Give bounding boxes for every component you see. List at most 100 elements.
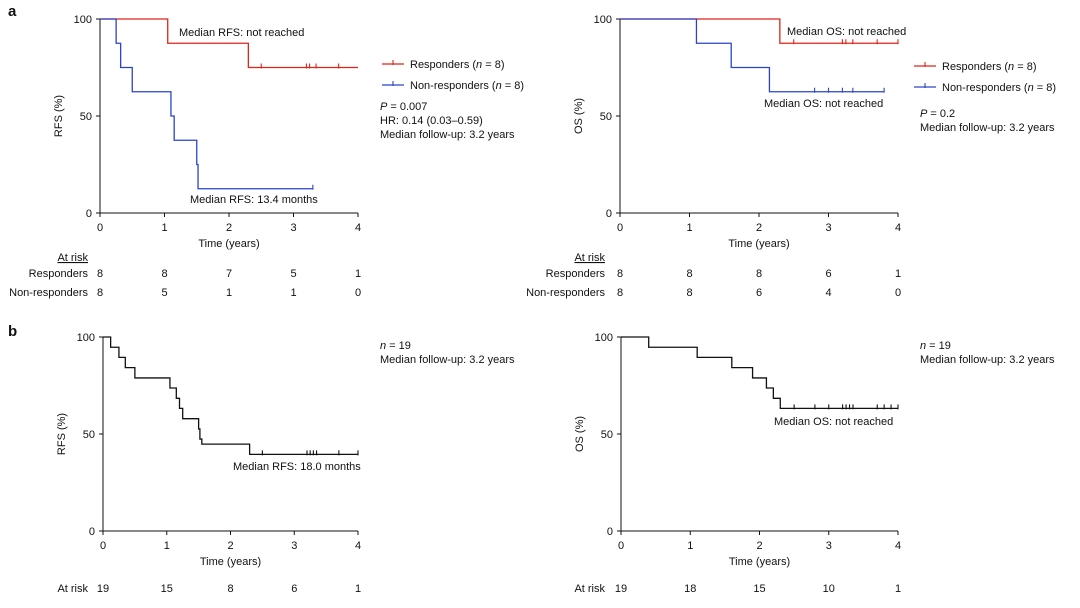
at-risk-value: 8 bbox=[97, 268, 103, 280]
at-risk-row-label: At risk bbox=[574, 583, 605, 595]
panel-label-a: a bbox=[8, 3, 17, 20]
at-risk-value: 8 bbox=[686, 268, 692, 280]
median-annotation: Median RFS: 18.0 months bbox=[233, 461, 361, 473]
legend-label: Non-responders (n = 8) bbox=[410, 80, 524, 92]
at-risk-value: 18 bbox=[684, 583, 696, 595]
stat-line: Median follow-up: 3.2 years bbox=[920, 354, 1055, 366]
stat-line: n = 19 bbox=[380, 340, 411, 352]
y-axis-label: RFS (%) bbox=[53, 95, 65, 137]
x-tick-label: 2 bbox=[756, 222, 762, 234]
at-risk-value: 8 bbox=[227, 583, 233, 595]
at-risk-row-label: Responders bbox=[29, 268, 89, 280]
stat-line: Median follow-up: 3.2 years bbox=[920, 122, 1055, 134]
median-annotation: Median OS: not reached bbox=[764, 98, 883, 110]
at-risk-value: 0 bbox=[895, 287, 901, 299]
at-risk-value: 1 bbox=[895, 583, 901, 595]
y-tick-label: 50 bbox=[80, 111, 92, 123]
at-risk-value: 1 bbox=[355, 583, 361, 595]
stat-line: P = 0.2 bbox=[920, 108, 955, 120]
at-risk-value: 8 bbox=[686, 287, 692, 299]
x-tick-label: 0 bbox=[618, 540, 624, 552]
x-tick-label: 2 bbox=[226, 222, 232, 234]
x-tick-label: 0 bbox=[97, 222, 103, 234]
at-risk-row-label: Non-responders bbox=[9, 287, 88, 299]
km-curve-non_responders bbox=[100, 18, 313, 190]
y-tick-label: 100 bbox=[77, 332, 95, 344]
at-risk-header: At risk bbox=[57, 252, 88, 264]
x-tick-label: 0 bbox=[100, 540, 106, 552]
y-tick-label: 50 bbox=[600, 111, 612, 123]
stat-line: n = 19 bbox=[920, 340, 951, 352]
stat-line: Median follow-up: 3.2 years bbox=[380, 129, 515, 141]
at-risk-value: 1 bbox=[226, 287, 232, 299]
x-tick-label: 3 bbox=[825, 222, 831, 234]
at-risk-value: 1 bbox=[290, 287, 296, 299]
panel-b-os-chart: 0 50 100 0 1 2 3 4 Time (years) OS (%) Median OS: … bbox=[574, 332, 1055, 595]
stat-line: P = 0.007 bbox=[380, 101, 427, 113]
at-risk-value: 8 bbox=[161, 268, 167, 280]
legend-label: Responders (n = 8) bbox=[942, 61, 1037, 73]
km-curve-overall bbox=[103, 336, 358, 456]
y-axis-label: RFS (%) bbox=[56, 413, 68, 455]
at-risk-value: 1 bbox=[895, 268, 901, 280]
median-annotation: Median RFS: not reached bbox=[179, 27, 304, 39]
x-tick-label: 2 bbox=[756, 540, 762, 552]
y-tick-label: 0 bbox=[606, 208, 612, 220]
x-tick-label: 4 bbox=[355, 222, 361, 234]
legend-label: Non-responders (n = 8) bbox=[942, 82, 1056, 94]
at-risk-value: 15 bbox=[753, 583, 765, 595]
at-risk-value: 6 bbox=[291, 583, 297, 595]
at-risk-value: 8 bbox=[617, 287, 623, 299]
y-tick-label: 100 bbox=[594, 14, 612, 26]
at-risk-value: 19 bbox=[97, 583, 109, 595]
at-risk-value: 19 bbox=[615, 583, 627, 595]
at-risk-value: 4 bbox=[825, 287, 831, 299]
panel-label-b: b bbox=[8, 323, 17, 340]
at-risk-value: 8 bbox=[617, 268, 623, 280]
at-risk-header: At risk bbox=[574, 252, 605, 264]
at-risk-value: 10 bbox=[823, 583, 835, 595]
y-tick-label: 50 bbox=[601, 429, 613, 441]
y-tick-label: 0 bbox=[89, 526, 95, 538]
median-annotation: Median OS: not reached bbox=[774, 416, 893, 428]
median-annotation: Median OS: not reached bbox=[787, 26, 906, 38]
at-risk-value: 8 bbox=[756, 268, 762, 280]
at-risk-value: 7 bbox=[226, 268, 232, 280]
x-axis-label: Time (years) bbox=[729, 556, 790, 568]
x-tick-label: 1 bbox=[687, 540, 693, 552]
y-tick-label: 50 bbox=[83, 429, 95, 441]
stat-line: Median follow-up: 3.2 years bbox=[380, 354, 515, 366]
legend-label: Responders (n = 8) bbox=[410, 59, 505, 71]
at-risk-value: 8 bbox=[97, 287, 103, 299]
at-risk-value: 6 bbox=[756, 287, 762, 299]
stat-line: HR: 0.14 (0.03–0.59) bbox=[380, 115, 483, 127]
panel-b-rfs-chart: 0 50 100 0 1 2 3 4 Time (years) RFS (%) Median RFS… bbox=[56, 332, 515, 595]
y-tick-label: 0 bbox=[86, 208, 92, 220]
y-tick-label: 0 bbox=[607, 526, 613, 538]
at-risk-value: 0 bbox=[355, 287, 361, 299]
at-risk-row-label: Non-responders bbox=[526, 287, 605, 299]
y-axis-label: OS (%) bbox=[573, 98, 585, 134]
at-risk-value: 5 bbox=[161, 287, 167, 299]
at-risk-value: 5 bbox=[290, 268, 296, 280]
x-tick-label: 3 bbox=[291, 540, 297, 552]
at-risk-value: 15 bbox=[161, 583, 173, 595]
y-tick-label: 100 bbox=[74, 14, 92, 26]
at-risk-value: 1 bbox=[355, 268, 361, 280]
x-axis-label: Time (years) bbox=[200, 556, 261, 568]
x-axis-label: Time (years) bbox=[728, 238, 789, 250]
median-annotation: Median RFS: 13.4 months bbox=[190, 194, 318, 206]
x-tick-label: 1 bbox=[164, 540, 170, 552]
x-tick-label: 0 bbox=[617, 222, 623, 234]
x-tick-label: 1 bbox=[161, 222, 167, 234]
at-risk-row-label: At risk bbox=[57, 583, 88, 595]
at-risk-value: 6 bbox=[825, 268, 831, 280]
x-tick-label: 2 bbox=[227, 540, 233, 552]
x-tick-label: 4 bbox=[895, 222, 901, 234]
x-axis-label: Time (years) bbox=[198, 238, 259, 250]
km-curve-non_responders bbox=[620, 18, 885, 93]
km-curve-responders bbox=[620, 18, 898, 44]
x-tick-label: 4 bbox=[895, 540, 901, 552]
km-curve-responders bbox=[100, 18, 358, 69]
